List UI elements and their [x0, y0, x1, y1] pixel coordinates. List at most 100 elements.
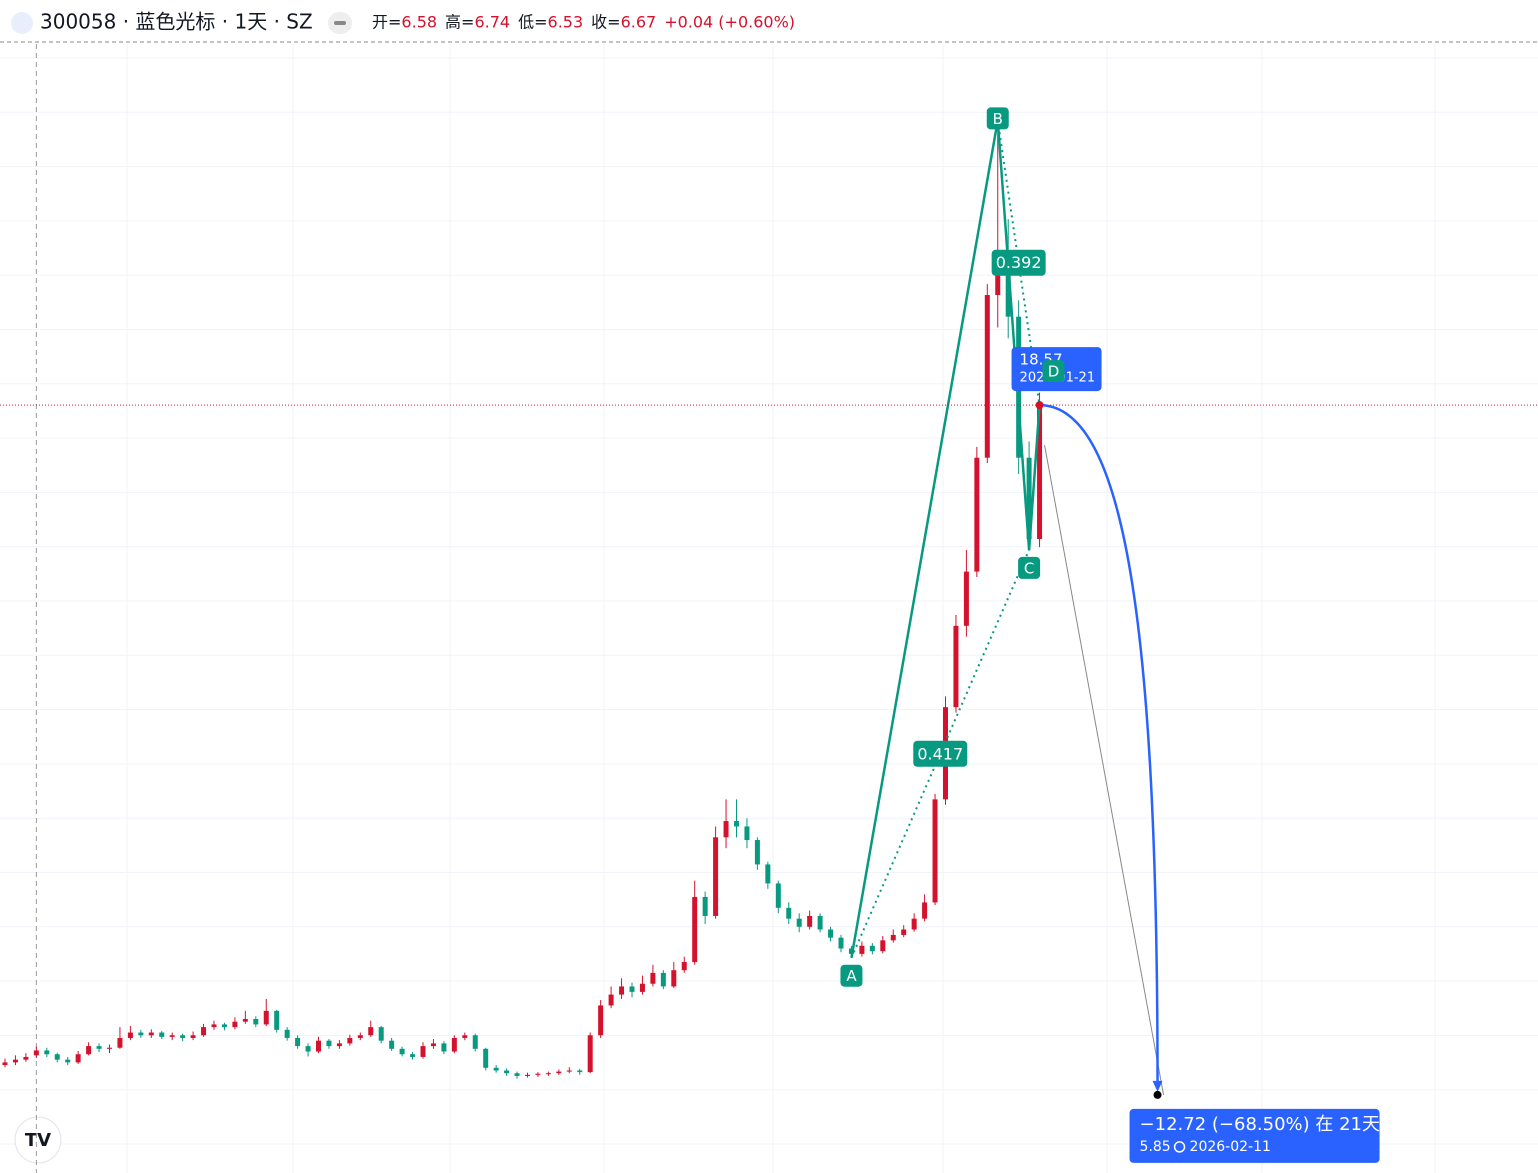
- candle-body: [441, 1043, 447, 1052]
- candle-body: [890, 934, 896, 941]
- candle-body: [995, 273, 1001, 296]
- candle-body: [974, 457, 980, 572]
- candle-body: [504, 1070, 510, 1074]
- candle-body: [65, 1059, 71, 1063]
- candle-body: [608, 994, 614, 1006]
- tv-logo-mark: TV: [25, 1130, 51, 1151]
- field-label: 低=: [518, 13, 547, 32]
- clock-icon: [1173, 1141, 1186, 1153]
- candle-body: [483, 1048, 489, 1068]
- candle-body: [734, 821, 739, 827]
- target-change: −12.72 (−68.50%) 在 21天: [1140, 1114, 1380, 1135]
- candle-body: [305, 1046, 311, 1052]
- candle-body: [660, 972, 666, 987]
- candle-body: [169, 1035, 175, 1037]
- ratio-label: 0.417: [917, 744, 963, 763]
- collapse-icon: [334, 21, 346, 25]
- candle-body: [472, 1035, 478, 1049]
- candle-body: [713, 837, 719, 916]
- candle-body: [1005, 273, 1011, 317]
- symbol-title: 300058 · 蓝色光标 · 1天 · SZ: [40, 10, 313, 34]
- candle-body: [148, 1032, 154, 1036]
- candle-body: [232, 1021, 238, 1028]
- ohlc-legend: 开= 6.58 高= 6.74 低= 6.53 收= 6.67 +0.04 (+0.60%): [372, 13, 795, 32]
- candle-body: [96, 1046, 102, 1049]
- candle-body: [44, 1050, 50, 1055]
- field-value: 6.53: [548, 13, 584, 32]
- field-value: 6.74: [474, 13, 510, 32]
- candle-body: [75, 1054, 81, 1063]
- candle-body: [1026, 457, 1032, 540]
- candle-body: [639, 983, 645, 992]
- pattern-leg: [996, 120, 1031, 550]
- candle-body: [692, 896, 698, 963]
- candle-body: [650, 972, 656, 984]
- candle-body: [828, 929, 834, 938]
- candle-body: [23, 1056, 29, 1060]
- arrow-head: [1152, 1080, 1163, 1092]
- candle-body: [869, 945, 875, 952]
- candle-body: [12, 1059, 18, 1063]
- candle-body: [378, 1027, 384, 1041]
- candle-body: [54, 1054, 60, 1060]
- target-tooltip: [1129, 1108, 1380, 1163]
- candle-body: [211, 1024, 217, 1028]
- ratio-badge: [913, 740, 968, 767]
- candle-body: [316, 1040, 321, 1052]
- symbol-logo: [11, 12, 33, 34]
- candle-body: [723, 821, 729, 838]
- candle-body: [577, 1070, 583, 1073]
- projection-path: [1044, 445, 1165, 1095]
- candle-body: [242, 1018, 248, 1022]
- candle-body: [984, 295, 990, 458]
- candle-body: [2, 1062, 8, 1066]
- candle-body: [545, 1073, 551, 1075]
- candle-body: [880, 940, 886, 952]
- target-price: 5.85: [1140, 1139, 1171, 1155]
- candle-body: [754, 840, 760, 865]
- candle-body: [859, 945, 865, 954]
- candle-body: [263, 1010, 269, 1025]
- candle-body: [389, 1040, 395, 1049]
- candle-body: [295, 1037, 301, 1047]
- candle-body: [838, 937, 844, 949]
- point-label: B: [993, 110, 1003, 128]
- candle-body: [410, 1054, 416, 1057]
- ratio-label: 0.392: [996, 253, 1042, 272]
- candle-body: [190, 1035, 196, 1038]
- candle-body: [901, 929, 907, 935]
- point-badge: [840, 964, 863, 987]
- candle-body: [107, 1047, 112, 1049]
- candle-body: [284, 1029, 290, 1038]
- candle-body: [326, 1040, 332, 1047]
- candle-body: [138, 1032, 144, 1036]
- candle-body: [117, 1037, 123, 1048]
- candle-body: [347, 1037, 353, 1044]
- candle-body: [953, 625, 959, 708]
- candle-body: [598, 1005, 604, 1036]
- candle-body: [274, 1010, 280, 1030]
- point-badge: [1042, 360, 1065, 383]
- candle-body: [922, 902, 928, 919]
- candle-body: [86, 1046, 92, 1055]
- candle-body: [566, 1070, 572, 1072]
- point-badge: [986, 107, 1009, 130]
- candle-body: [514, 1073, 520, 1076]
- field-label: 开=: [372, 13, 401, 32]
- candle-body: [911, 918, 917, 930]
- candle-body: [932, 799, 938, 903]
- field-value: 6.67: [621, 13, 657, 32]
- candle-body: [368, 1027, 374, 1036]
- candle-body: [127, 1032, 133, 1038]
- candle-body: [336, 1043, 342, 1047]
- candle-body: [807, 915, 813, 927]
- candle-body: [587, 1035, 593, 1073]
- field-value: 6.58: [401, 13, 437, 32]
- candle-body: [535, 1073, 541, 1075]
- candle-body: [451, 1037, 457, 1052]
- tv-logo: [14, 1116, 62, 1164]
- candle-body: [681, 962, 687, 971]
- point-label: A: [846, 967, 857, 985]
